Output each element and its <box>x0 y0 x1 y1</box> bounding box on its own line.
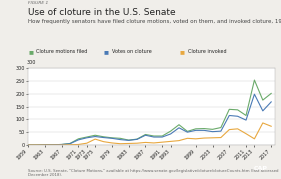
Text: Votes on cloture: Votes on cloture <box>112 49 151 54</box>
Text: FIGURE 1: FIGURE 1 <box>28 1 48 5</box>
Text: Cloture invoked: Cloture invoked <box>188 49 226 54</box>
Text: ■: ■ <box>104 49 109 54</box>
Text: How frequently senators have filed cloture motions, voted on them, and invoked c: How frequently senators have filed clotu… <box>28 19 281 24</box>
Text: CAP: CAP <box>254 166 268 171</box>
Text: Source: U.S. Senate, "Cloture Motions," available at https://www.senate.gov/legi: Source: U.S. Senate, "Cloture Motions," … <box>28 169 278 177</box>
Text: Use of cloture in the U.S. Senate: Use of cloture in the U.S. Senate <box>28 8 176 17</box>
Text: ■: ■ <box>28 49 33 54</box>
Text: ■: ■ <box>180 49 185 54</box>
Text: Cloture motions filed: Cloture motions filed <box>36 49 87 54</box>
Text: 300: 300 <box>27 60 36 65</box>
